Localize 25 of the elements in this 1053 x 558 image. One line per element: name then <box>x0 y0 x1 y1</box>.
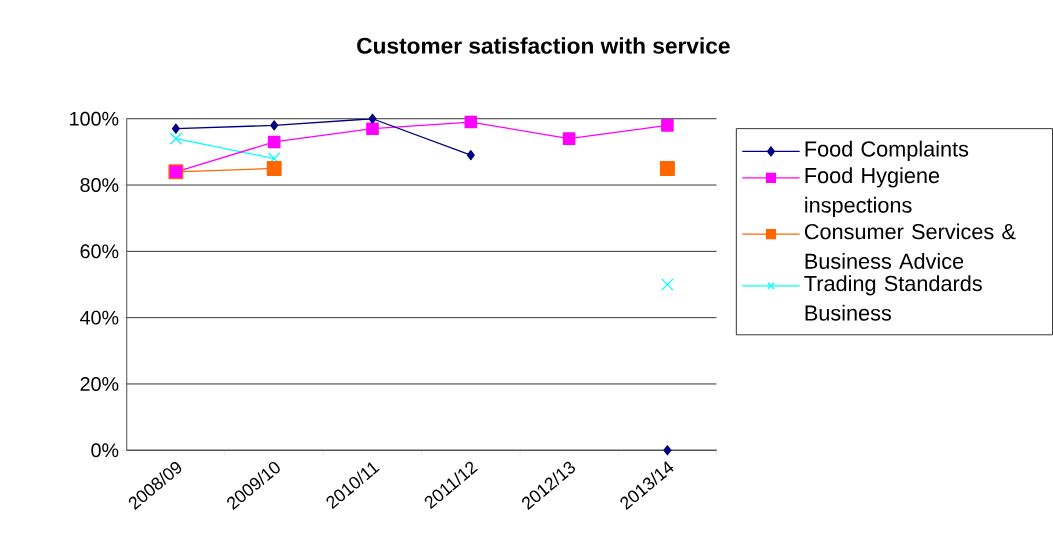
point <box>366 122 379 135</box>
point <box>661 278 674 291</box>
point <box>368 113 377 124</box>
legend-label: Food Hygiene inspections <box>805 167 940 217</box>
y-tick-label: 40% <box>80 310 119 325</box>
legend-label: Trading Standards Business <box>804 275 982 321</box>
point <box>169 132 183 145</box>
y-tick-label: 100% <box>70 111 119 126</box>
point <box>270 120 279 131</box>
point <box>661 119 674 132</box>
y-tick-label: 60% <box>80 244 119 259</box>
y-tick-label: 20% <box>80 376 119 391</box>
legend-label: Food Complaints <box>805 140 969 161</box>
point <box>464 115 478 129</box>
point <box>267 135 281 149</box>
point <box>659 160 675 176</box>
y-tick-label: 80% <box>80 178 119 192</box>
point <box>171 123 180 134</box>
chart-title: Customer satisfaction with service <box>357 37 730 54</box>
legend-label: Consumer Services & Business Advice <box>804 223 1016 269</box>
point <box>266 160 282 176</box>
point <box>562 132 576 145</box>
point <box>663 445 672 456</box>
y-tick-label: 0% <box>91 443 119 458</box>
point <box>466 150 475 161</box>
